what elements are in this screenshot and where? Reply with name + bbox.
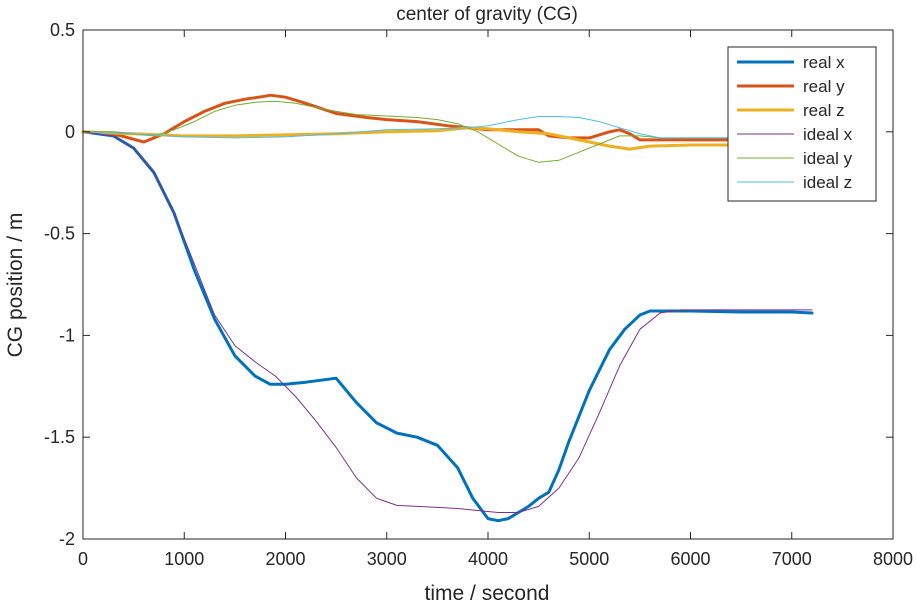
series-line-ideal-y	[82, 100, 813, 163]
y-tick-label: 0.5	[50, 20, 75, 40]
y-axis-label: CG position / m	[4, 213, 27, 358]
legend-box	[727, 46, 877, 202]
legend-label: ideal z	[803, 173, 852, 192]
x-tick-label: 3000	[367, 549, 407, 569]
x-tick-label: 4000	[468, 549, 508, 569]
series-layer	[81, 93, 814, 523]
series-line-ideal-z	[82, 116, 813, 139]
legend-label: real y	[803, 77, 845, 96]
chart-title: center of gravity (CG)	[396, 4, 578, 25]
x-tick-label: 5000	[569, 549, 609, 569]
y-tick-label: -1	[59, 325, 75, 345]
x-tick-label: 0	[78, 549, 88, 569]
axes-layer: 0 1000 2000 3000 4000 5000 6000 7000 8000 0.5 0 -0.…	[44, 20, 913, 569]
x-tick-label: 7000	[772, 549, 812, 569]
series-line-real-x	[81, 130, 814, 523]
legend-label: ideal x	[803, 125, 853, 144]
x-tick-label: 2000	[265, 549, 305, 569]
y-tick-label: -0.5	[44, 224, 75, 244]
series-line-ideal-x	[82, 131, 813, 513]
y-tick-label: 0	[65, 122, 75, 142]
legend-label: real z	[803, 101, 845, 120]
series-line-real-z	[81, 126, 814, 151]
y-tick-label: -1.5	[44, 427, 75, 447]
legend-label: ideal y	[803, 149, 853, 168]
x-tick-label: 8000	[873, 549, 913, 569]
x-axis-label: time / second	[425, 582, 550, 604]
y-tick-label: -2	[59, 529, 75, 549]
x-tick-label: 1000	[164, 549, 204, 569]
legend: real x real y real z ideal x ideal y ideal z	[727, 46, 877, 202]
legend-label: real x	[803, 53, 845, 72]
series-line-real-y	[81, 93, 814, 144]
x-tick-label: 6000	[670, 549, 710, 569]
